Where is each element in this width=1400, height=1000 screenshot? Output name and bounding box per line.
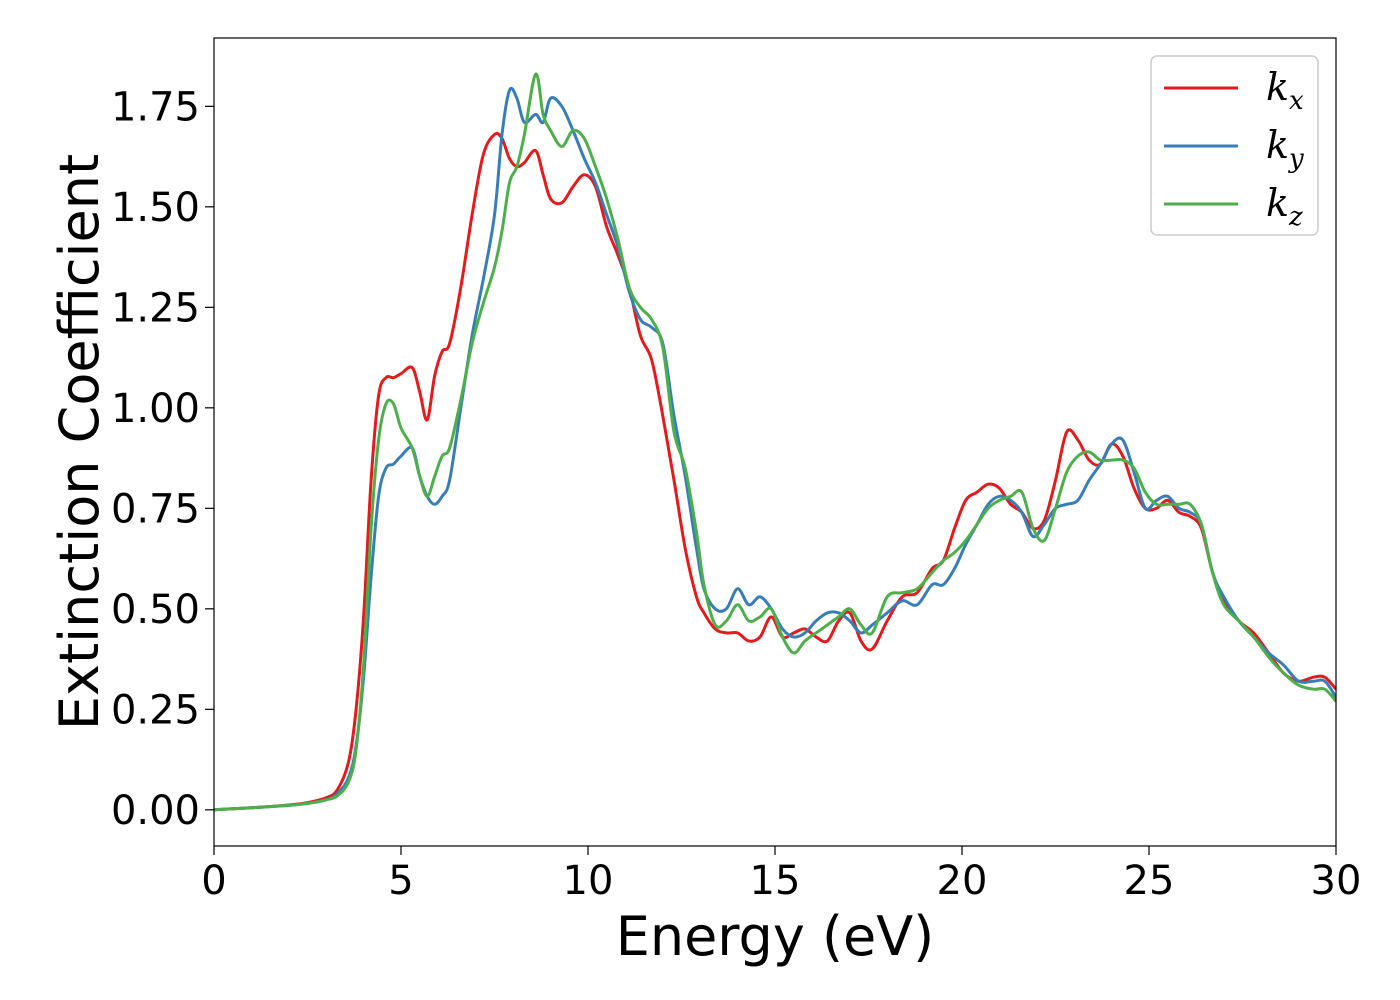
y-axis: 0.00 0.25 0.50 0.75 1.00 1.25 1.50 1.75 bbox=[111, 84, 214, 834]
y-tick-label: 0.00 bbox=[111, 788, 200, 834]
y-tick-label: 1.50 bbox=[111, 185, 200, 231]
x-tick-label: 5 bbox=[388, 858, 413, 904]
x-tick-label: 25 bbox=[1124, 858, 1175, 904]
y-tick-label: 0.25 bbox=[111, 687, 200, 733]
x-tick-label: 0 bbox=[201, 858, 226, 904]
x-axis-label: Energy (eV) bbox=[616, 905, 935, 968]
x-tick-label: 15 bbox=[750, 858, 801, 904]
y-tick-label: 0.75 bbox=[111, 486, 200, 532]
x-tick-label: 10 bbox=[563, 858, 614, 904]
x-tick-label: 30 bbox=[1311, 858, 1362, 904]
x-axis: 0 5 10 15 20 25 30 bbox=[201, 846, 1361, 904]
y-tick-label: 1.25 bbox=[111, 285, 200, 331]
series-line-x bbox=[214, 131, 1336, 812]
y-tick-label: 1.00 bbox=[111, 386, 200, 432]
y-tick-label: 1.75 bbox=[111, 84, 200, 130]
series-line-z bbox=[214, 72, 1336, 812]
y-axis-label: Extinction Coefficient bbox=[48, 154, 111, 730]
y-tick-label: 0.50 bbox=[111, 587, 200, 633]
x-tick-label: 20 bbox=[937, 858, 988, 904]
